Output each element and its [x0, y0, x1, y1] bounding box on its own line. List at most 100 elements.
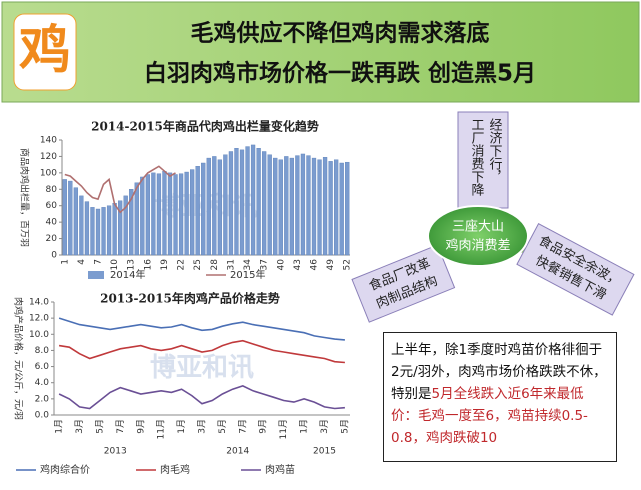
bar [223, 154, 228, 256]
bar [79, 195, 84, 256]
bar [262, 151, 267, 256]
note-text: 上半年，除1季度时鸡苗价格徘徊于2元/羽外，肉鸡市场价格跌跌不休，特别是 [391, 342, 607, 402]
x-tick-label: 19 [160, 259, 170, 271]
line [58, 339, 345, 364]
bar [284, 156, 289, 256]
bar [239, 149, 245, 256]
bar [134, 182, 139, 256]
bar [201, 162, 206, 256]
x-tick-label: 3月 [197, 419, 208, 434]
center-node [427, 205, 529, 267]
bar [112, 203, 117, 256]
title-line1: 毛鸡供应不降但鸡肉需求落底 [191, 20, 490, 47]
bar [106, 205, 112, 256]
y-axis-label: 肉鸡产品价格，元/公斤，元/羽 [13, 297, 25, 420]
bar [334, 159, 339, 256]
x-tick-label: 31 [226, 259, 236, 270]
legend-label: 2014年 [110, 268, 145, 281]
x-tick-label: 7月 [237, 419, 248, 434]
bar [162, 171, 167, 256]
bar [195, 166, 200, 256]
y-tick-label: 8.0 [35, 346, 50, 356]
bar [234, 148, 239, 256]
logo: 鸡 [19, 21, 71, 81]
bar [295, 155, 300, 256]
top-text: 工厂消费下降 [469, 118, 485, 196]
x-tick-label: 7 [94, 259, 104, 265]
chart-title: 2014-2015年商品代肉鸡出栏量变化趋势 [91, 119, 319, 134]
bar [256, 148, 261, 256]
y-tick-label: 140 [40, 136, 57, 146]
x-tick-label: 5月 [217, 419, 228, 434]
x-tick-label: 25 [193, 259, 203, 270]
bar [322, 157, 328, 256]
x-tick-label: 9月 [258, 419, 269, 434]
y-tick-label: 10.0 [29, 330, 49, 340]
logo-box [13, 13, 77, 91]
x-tick-label: 3月 [74, 419, 85, 434]
bar [178, 173, 184, 256]
bar [101, 207, 106, 256]
bar [68, 180, 73, 256]
title-line2: 白羽肉鸡市场价格一跌再跌 创造黑5月 [144, 60, 536, 87]
x-tick-label: 49 [326, 259, 336, 271]
bar [328, 161, 333, 256]
bar [118, 200, 123, 256]
y-axis-label: 商品肉鸡出栏量，百万羽 [19, 148, 31, 247]
center-text: 三座大山 [452, 220, 504, 235]
right-box [516, 223, 635, 316]
year-label: 2015 [313, 447, 336, 457]
bar [145, 174, 150, 256]
y-tick-label: 120 [40, 152, 57, 162]
bar [228, 151, 234, 256]
bar [311, 157, 317, 256]
bar [90, 207, 95, 256]
bar [212, 156, 217, 256]
y-tick-label: 60 [46, 201, 58, 211]
bar [151, 172, 156, 256]
bar [339, 162, 344, 256]
bar [123, 195, 128, 256]
bar [278, 159, 283, 256]
x-tick-label: 1月 [176, 419, 187, 434]
x-tick-label: 5月 [339, 419, 350, 434]
legend-label: 鸡肉综合价 [40, 463, 90, 476]
bar [273, 157, 278, 256]
year-label: 2013 [104, 447, 127, 457]
line [58, 317, 345, 341]
x-tick-label: 34 [243, 259, 253, 271]
y-tick-label: 80 [46, 185, 58, 195]
x-tick-label: 5月 [94, 419, 105, 434]
line [64, 165, 176, 214]
legend-label: 肉毛鸡 [160, 463, 190, 476]
y-tick-label: 20 [46, 234, 58, 244]
bar [300, 153, 306, 256]
bar [140, 176, 145, 256]
x-tick-label: 11月 [156, 419, 167, 439]
top-box [457, 111, 509, 209]
x-tick-label: 28 [210, 259, 220, 271]
note-text: 5月全线跌入近6年来最低价：毛鸡一度至6，鸡苗持续0.5-0.8，鸡肉跌破10 [391, 386, 588, 446]
y-tick-label: 0.0 [35, 411, 50, 421]
chart-title: 2013-2015年肉鸡产品价格走势 [100, 291, 280, 306]
bar [173, 174, 178, 256]
x-tick-label: 9月 [135, 419, 146, 434]
y-tick-label: 4.0 [35, 378, 50, 388]
x-tick-label: 40 [276, 259, 286, 271]
watermark: 博亚和讯 [150, 353, 254, 383]
y-tick-label: 0 [51, 251, 57, 261]
bar [217, 159, 222, 256]
y-tick-label: 6.0 [35, 362, 50, 372]
x-tick-label: 11月 [278, 419, 289, 439]
legend-label: 2015年 [230, 268, 265, 281]
bar [245, 146, 250, 256]
diagram: 经济下行， 工厂消费下降 食品厂改革 肉制品结构 食品安全余波， 快餐销售下滑 … [351, 111, 635, 323]
bar [184, 171, 189, 256]
x-tick-label: 3月 [319, 419, 330, 434]
y-tick-label: 100 [40, 168, 57, 178]
x-tick-label: 16 [143, 259, 153, 271]
x-tick-label: 22 [177, 259, 187, 270]
bar [84, 201, 90, 256]
